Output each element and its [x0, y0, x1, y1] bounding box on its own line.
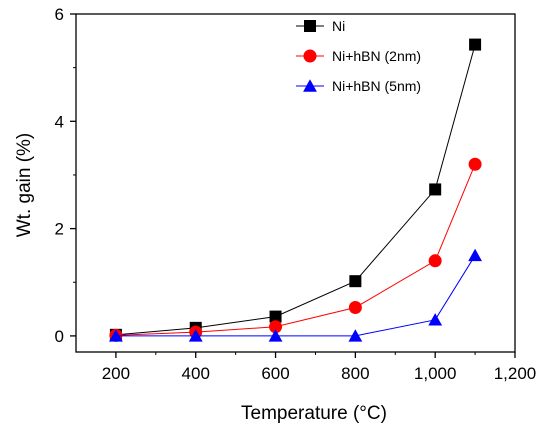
legend-marker: [304, 20, 316, 32]
x-tick-label: 800: [341, 364, 369, 383]
series-layer: [109, 38, 482, 342]
data-point: [109, 329, 123, 342]
series-line: [115, 164, 476, 336]
x-tick-label: 1,200: [494, 364, 537, 383]
x-tick-label: 1,000: [414, 364, 457, 383]
legend-label: Ni+hBN (2nm): [332, 48, 421, 64]
data-point: [349, 275, 362, 288]
legend-marker: [303, 49, 317, 63]
series-line: [115, 255, 476, 337]
y-tick-label: 0: [55, 327, 64, 346]
x-tick-label: 600: [261, 364, 289, 383]
y-tick-label: 2: [55, 220, 64, 239]
y-axis-title: Wt. gain (%): [14, 133, 35, 238]
x-tick-label: 400: [182, 364, 210, 383]
data-point: [269, 310, 282, 323]
legend-item: Ni: [296, 18, 345, 34]
legend-label: Ni+hBN (5nm): [332, 78, 421, 94]
series-2: [109, 157, 482, 342]
data-point: [188, 329, 203, 342]
data-point: [468, 248, 482, 262]
y-tick-label: 6: [55, 5, 64, 24]
x-axis-title: Temperature (°C): [241, 403, 387, 424]
plot-frame: [75, 13, 516, 353]
data-point: [428, 254, 442, 268]
data-point: [468, 157, 482, 171]
data-point: [269, 320, 283, 334]
data-point: [348, 300, 362, 314]
data-point: [469, 38, 482, 51]
data-point: [348, 329, 363, 342]
legend-label: Ni: [332, 18, 345, 34]
series-line: [115, 44, 476, 336]
series-1: [109, 38, 482, 341]
data-point: [429, 183, 442, 196]
x-tick-label: 200: [102, 364, 130, 383]
series-3: [109, 248, 482, 342]
legend-item: Ni+hBN (2nm): [296, 48, 421, 64]
data-point: [268, 329, 283, 342]
data-point: [428, 313, 443, 326]
legend-marker: [303, 79, 317, 92]
legend-item: Ni+hBN (5nm): [296, 78, 421, 94]
y-tick-label: 4: [55, 112, 64, 131]
axes: 200 400 600 800 1,000 1,200 0 2 4 6: [55, 5, 537, 383]
legend: Ni Ni+hBN (2nm) Ni+hBN (5nm): [296, 18, 421, 94]
